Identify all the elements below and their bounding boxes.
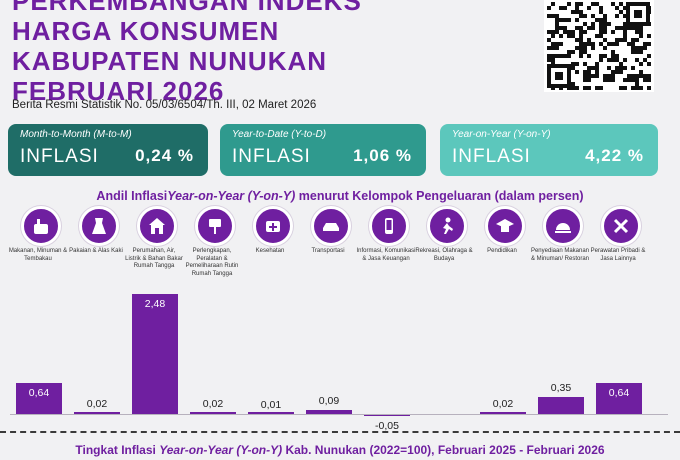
footer-a: Tingkat Inflasi — [75, 443, 160, 457]
category-label: Penyediaan Makanan & Minuman/ Restoran — [530, 248, 590, 262]
food-icon — [21, 206, 61, 246]
title-line: PERKEMBANGAN INDEKS — [12, 0, 362, 16]
card-ytd: Year-to-Date (Y-to-D) INFLASI 1,06 % — [220, 124, 426, 176]
category-label: Transportasi — [311, 248, 345, 254]
chart-title-b: Year-on-Year (Y-on-Y) — [167, 189, 296, 203]
bar-value-label: 0,64 — [608, 387, 630, 400]
bar — [538, 397, 584, 414]
clothing-icon — [79, 206, 119, 246]
footer-caption: Tingkat Inflasi Year-on-Year (Y-on-Y) Ka… — [0, 443, 680, 457]
category-label: Perlengkapan, Peralatan & Pemeliharaan R… — [185, 248, 239, 277]
bar-value-label: 0,02 — [202, 398, 224, 411]
category-label: Perumahan, Air, Listrik & Bahan Bakar Ru… — [125, 248, 183, 269]
category-label: Pendidikan — [487, 248, 517, 254]
bar — [248, 412, 294, 414]
car-icon — [311, 206, 351, 246]
category-label: Kesehatan — [255, 248, 285, 254]
card-label: INFLASI — [452, 146, 531, 167]
bar — [596, 383, 642, 414]
category-label: Perawatan Pribadi & Jasa Lainnya — [590, 248, 646, 262]
card-subtitle: Year-on-Year (Y-on-Y) — [452, 129, 551, 140]
qr-code[interactable] — [544, 0, 654, 92]
chart-title: Andil InflasiYear-on-Year (Y-on-Y) menur… — [0, 189, 680, 203]
chart-axis-line — [10, 414, 668, 415]
title-line: HARGA KONSUMEN — [12, 16, 280, 46]
furniture-icon — [195, 206, 235, 246]
card-mtm: Month-to-Month (M-to-M) INFLASI 0,24 % — [8, 124, 208, 176]
education-icon — [485, 206, 525, 246]
bar — [480, 412, 526, 414]
bar-value-label: -0,05 — [375, 420, 399, 432]
bar — [132, 293, 178, 414]
health-icon — [253, 206, 293, 246]
category-label: Rekreasi, Olahraga & Budaya — [415, 248, 473, 262]
chart-title-c: menurut Kelompok Pengeluaran (dalam pers… — [295, 189, 584, 203]
release-number: Berita Resmi Statistik No. 05/03/6504/Th… — [12, 99, 317, 111]
category-label: Informasi, Komunikasi & Jasa Keuangan — [356, 248, 416, 262]
bar-value-label: 0,35 — [550, 382, 572, 395]
dashed-divider — [0, 431, 680, 433]
card-subtitle: Year-to-Date (Y-to-D) — [232, 129, 327, 140]
card-label: INFLASI — [20, 146, 99, 167]
title-line: FEBRUARI 2026 — [12, 76, 225, 106]
bar-value-label: 0,01 — [260, 398, 282, 411]
house-icon — [137, 206, 177, 246]
card-value: 4,22 % — [585, 146, 644, 165]
bar — [364, 414, 410, 417]
category-label: Pakaian & Alas Kaki — [69, 248, 123, 254]
footer-b: Year-on-Year (Y-on-Y) — [159, 443, 283, 457]
bar — [16, 383, 62, 414]
personal-care-icon — [601, 206, 641, 246]
card-value: 0,24 % — [135, 146, 194, 165]
bar-value-label: 0,02 — [492, 398, 514, 411]
bar — [190, 412, 236, 414]
bar-value-label: 0,64 — [28, 387, 50, 400]
card-value: 1,06 % — [353, 146, 412, 165]
sport-icon — [427, 206, 467, 246]
bar — [74, 412, 120, 414]
card-label: INFLASI — [232, 146, 311, 167]
restaurant-icon — [543, 206, 583, 246]
card-yoy: Year-on-Year (Y-on-Y) INFLASI 4,22 % — [440, 124, 658, 176]
card-subtitle: Month-to-Month (M-to-M) — [20, 129, 132, 140]
bar-value-label: 2,48 — [144, 297, 166, 310]
chart-title-a: Andil Inflasi — [96, 189, 168, 203]
bar-value-label: 0,09 — [318, 394, 340, 407]
title-line: KABUPATEN NUNUKAN — [12, 46, 328, 76]
bar — [306, 409, 352, 414]
phone-icon — [369, 206, 409, 246]
footer-c: Kab. Nunukan (2022=100), Februari 2025 -… — [282, 443, 605, 457]
bar-value-label: 0,02 — [86, 398, 108, 411]
category-label: Makanan, Minuman & Tembakau — [8, 248, 68, 262]
page-title: PERKEMBANGAN INDEKS HARGA KONSUMEN KABUP… — [12, 0, 412, 106]
